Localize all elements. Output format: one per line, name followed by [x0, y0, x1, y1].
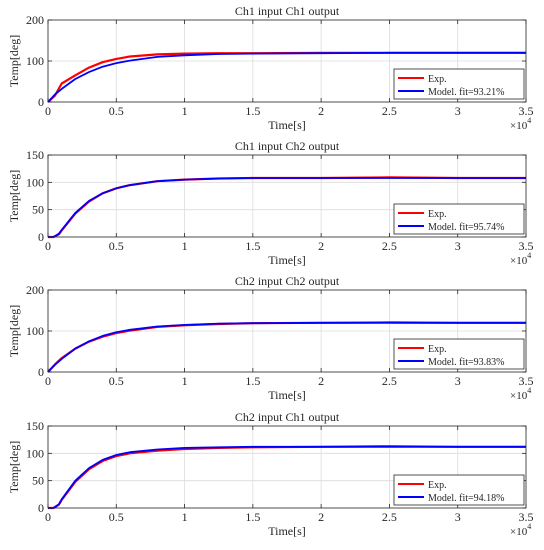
axes-box	[47, 154, 527, 238]
y-axis-label: Temp[deg]	[7, 441, 21, 493]
axes-box	[47, 425, 527, 509]
legend: Exp. Model. fit=95.74%	[393, 203, 525, 235]
legend-box	[393, 474, 525, 506]
y-tick-label: 200	[26, 283, 44, 297]
model-series-line	[47, 51, 526, 103]
y-tick-label: 150	[26, 419, 44, 433]
x-tick-label: 0	[45, 374, 51, 388]
subplot-4: 0 0.5 1 1.5 2 2.5 3 3.5 0 50 100 150 Ch2 input Ch1 o…	[7, 410, 534, 538]
legend: Exp. Model. fit=93.83%	[393, 338, 525, 370]
subplot-2: 0 0.5 1 1.5 2 2.5 3 3.5 0 50 100 150 Ch1 input Ch2 o…	[7, 139, 534, 267]
x-tick-label: 1	[182, 374, 188, 388]
x-tick-label: 2	[318, 374, 324, 388]
legend-exp-label: Exp.	[428, 74, 447, 85]
legend-box	[393, 68, 525, 100]
x-exponent-label: ×104	[510, 251, 531, 267]
x-exponent-label: ×104	[510, 386, 531, 402]
x-tick-label: 0.5	[109, 239, 124, 253]
x-tick-label: 1	[182, 104, 188, 118]
legend-model-label: Model. fit=95.74%	[428, 222, 504, 233]
x-tick-label: 0.5	[109, 374, 124, 388]
x-tick-label: 2.5	[382, 239, 397, 253]
y-tick-label: 100	[26, 446, 44, 460]
x-exponent-power: 4	[527, 386, 531, 395]
model-series-line	[48, 445, 526, 509]
y-tick-label: 0	[38, 365, 44, 379]
y-tick-label: 100	[26, 175, 44, 189]
legend-model-label: Model. fit=93.83%	[428, 357, 504, 368]
y-tick-label: 0	[38, 501, 44, 515]
y-tick-label: 0	[38, 230, 44, 244]
subplot-3: 0 0.5 1 1.5 2 2.5 3 3.5 0 100 200 Ch2 input Ch2 out…	[7, 274, 534, 402]
x-tick-label: 3	[455, 510, 461, 524]
x-tick-label: 3.5	[519, 510, 534, 524]
x-tick-label: 1	[182, 239, 188, 253]
x-tick-label: 0.5	[109, 510, 124, 524]
legend-box	[393, 338, 525, 370]
x-exponent-label: ×104	[510, 116, 531, 132]
subplot-title: Ch2 input Ch2 output	[235, 274, 340, 288]
x-tick-label: 2.5	[382, 104, 397, 118]
y-tick-label: 50	[32, 474, 44, 488]
x-axis-label: Time[s]	[268, 388, 306, 402]
x-tick-label: 1.5	[245, 374, 260, 388]
x-exponent-label: ×104	[510, 522, 531, 538]
y-axis-label: Temp[deg]	[7, 35, 21, 87]
x-tick-label: 2	[318, 510, 324, 524]
x-tick-label: 0	[45, 510, 51, 524]
x-tick-label: 2	[318, 239, 324, 253]
subplot-title: Ch1 input Ch1 output	[235, 4, 340, 18]
x-tick-label: 3.5	[519, 104, 534, 118]
y-tick-label: 100	[26, 54, 44, 68]
subplot-title: Ch1 input Ch2 output	[235, 139, 340, 153]
x-exponent-power: 4	[527, 251, 531, 260]
x-tick-label: 1	[182, 510, 188, 524]
x-axis-label: Time[s]	[268, 253, 306, 267]
x-tick-label: 2.5	[382, 374, 397, 388]
x-tick-label: 3	[455, 239, 461, 253]
y-tick-label: 200	[26, 13, 44, 27]
x-tick-label: 1.5	[245, 104, 260, 118]
subplot-1: 0 0.5 1 1.5 2 2.5 3 3.5 0 100 200 Ch1 input Ch1 out…	[7, 4, 534, 132]
legend: Exp. Model. fit=93.21%	[393, 68, 525, 100]
subplot-title: Ch2 input Ch1 output	[235, 410, 340, 424]
x-tick-label: 3.5	[519, 239, 534, 253]
x-tick-label: 3	[455, 374, 461, 388]
legend-exp-label: Exp.	[428, 344, 447, 355]
x-axis-label: Time[s]	[268, 118, 306, 132]
x-exponent-power: 4	[527, 522, 531, 531]
x-tick-label: 1.5	[245, 239, 260, 253]
legend-exp-label: Exp.	[428, 480, 447, 491]
model-series-line	[48, 177, 526, 238]
x-exponent-power: 4	[527, 116, 531, 125]
y-tick-label: 0	[38, 95, 44, 109]
x-tick-label: 3	[455, 104, 461, 118]
x-axis-label: Time[s]	[268, 524, 306, 538]
legend: Exp. Model. fit=94.18%	[393, 474, 525, 506]
x-tick-label: 1.5	[245, 510, 260, 524]
legend-model-label: Model. fit=94.18%	[428, 493, 504, 504]
x-tick-label: 2.5	[382, 510, 397, 524]
legend-box	[393, 203, 525, 235]
y-tick-label: 150	[26, 148, 44, 162]
y-axis-label: Temp[deg]	[7, 170, 21, 222]
model-series-line	[47, 321, 526, 373]
x-tick-label: 3.5	[519, 374, 534, 388]
y-tick-label: 100	[26, 324, 44, 338]
legend-model-label: Model. fit=93.21%	[428, 87, 504, 98]
x-tick-label: 0	[45, 239, 51, 253]
x-tick-label: 2	[318, 104, 324, 118]
legend-exp-label: Exp.	[428, 209, 447, 220]
y-axis-label: Temp[deg]	[7, 305, 21, 357]
y-tick-label: 50	[32, 203, 44, 217]
x-tick-label: 0.5	[109, 104, 124, 118]
x-tick-label: 0	[45, 104, 51, 118]
